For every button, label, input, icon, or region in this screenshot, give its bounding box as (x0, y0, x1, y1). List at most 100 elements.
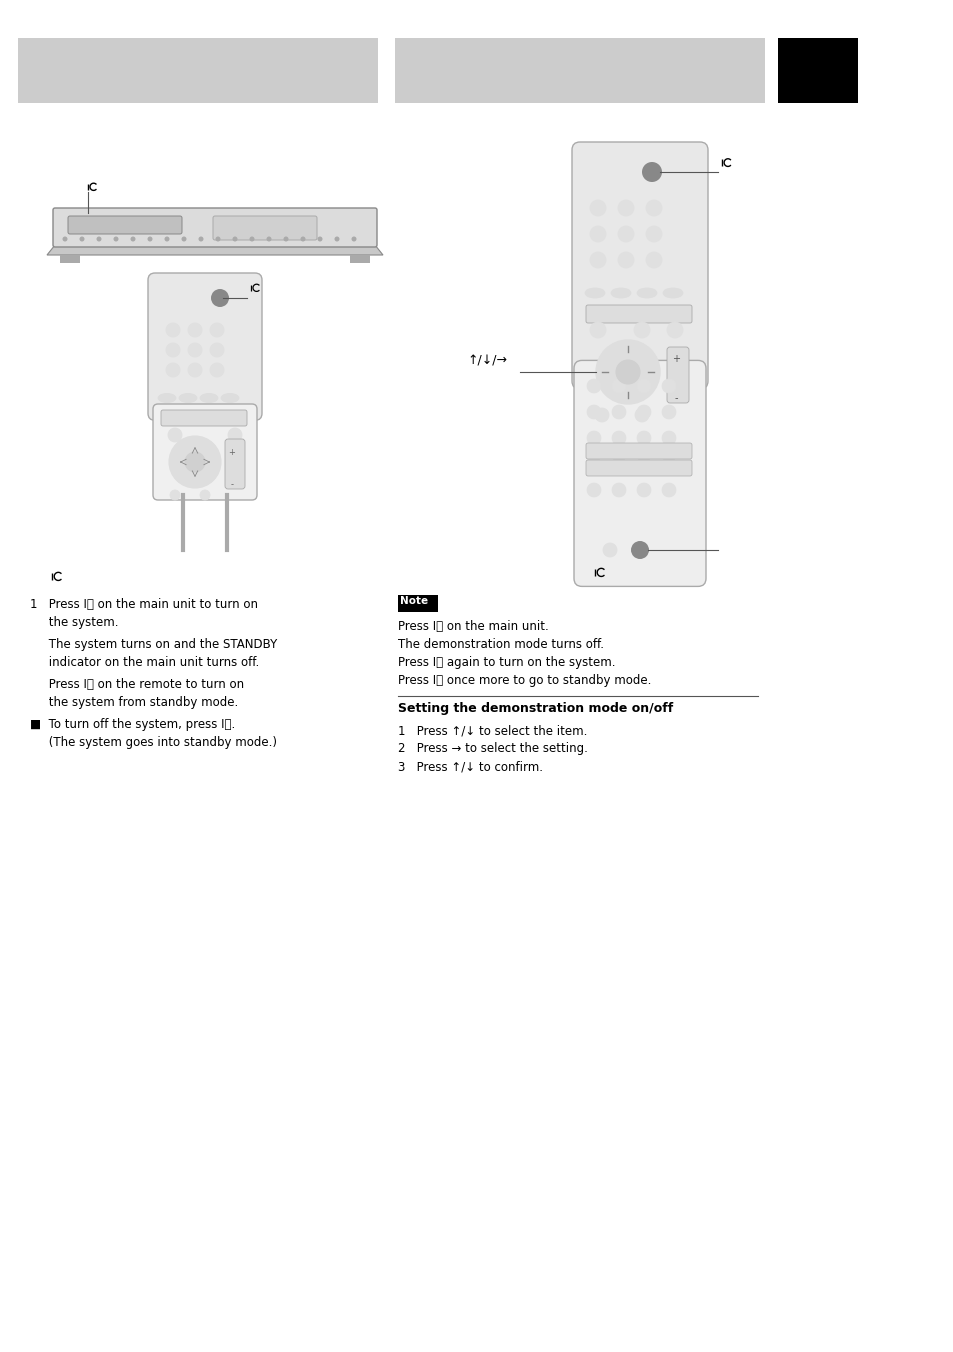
Text: Setting the demonstration mode on/off: Setting the demonstration mode on/off (397, 702, 673, 715)
Bar (397, 595, 437, 612)
Circle shape (164, 237, 170, 242)
Circle shape (200, 489, 210, 500)
Circle shape (612, 431, 625, 445)
Circle shape (645, 226, 661, 242)
Ellipse shape (637, 288, 657, 297)
Circle shape (166, 323, 180, 337)
Circle shape (589, 251, 605, 268)
Circle shape (586, 406, 600, 419)
Text: 1   Press ↑/↓ to select the item.: 1 Press ↑/↓ to select the item. (397, 725, 587, 737)
Text: Press I⏻ on the remote to turn on: Press I⏻ on the remote to turn on (30, 677, 244, 691)
Circle shape (661, 406, 676, 419)
Circle shape (170, 489, 180, 500)
Text: Press I⏻ again to turn on the system.: Press I⏻ again to turn on the system. (397, 656, 615, 669)
Circle shape (79, 237, 85, 242)
Text: +: + (229, 448, 235, 457)
Circle shape (131, 237, 135, 242)
FancyBboxPatch shape (152, 404, 256, 500)
Circle shape (300, 237, 305, 242)
Circle shape (634, 322, 649, 338)
FancyBboxPatch shape (585, 443, 691, 458)
Circle shape (641, 162, 661, 183)
Text: indicator on the main unit turns off.: indicator on the main unit turns off. (30, 656, 259, 669)
Text: 1   Press I⏻ on the main unit to turn on: 1 Press I⏻ on the main unit to turn on (30, 598, 257, 611)
Circle shape (283, 237, 288, 242)
FancyBboxPatch shape (572, 142, 707, 389)
Ellipse shape (200, 393, 218, 403)
Circle shape (661, 431, 676, 445)
Circle shape (661, 483, 676, 498)
Circle shape (586, 379, 600, 393)
Text: Note: Note (399, 596, 428, 606)
Bar (395, 38, 764, 103)
FancyBboxPatch shape (666, 347, 688, 403)
FancyBboxPatch shape (213, 216, 316, 241)
Circle shape (661, 457, 676, 470)
FancyBboxPatch shape (161, 410, 247, 426)
Circle shape (169, 435, 221, 488)
Circle shape (335, 237, 339, 242)
Circle shape (113, 237, 118, 242)
Circle shape (211, 289, 229, 307)
Circle shape (166, 362, 180, 377)
Circle shape (188, 362, 202, 377)
Circle shape (210, 343, 224, 357)
FancyBboxPatch shape (574, 361, 705, 587)
Bar (18, 38, 377, 103)
Circle shape (586, 483, 600, 498)
Circle shape (595, 408, 608, 422)
Circle shape (630, 541, 648, 558)
Circle shape (589, 322, 605, 338)
Text: The system turns on and the STANDBY: The system turns on and the STANDBY (30, 638, 277, 652)
Circle shape (188, 343, 202, 357)
Text: 2   Press → to select the setting.: 2 Press → to select the setting. (397, 742, 587, 754)
Circle shape (198, 237, 203, 242)
Circle shape (250, 237, 254, 242)
Circle shape (645, 251, 661, 268)
FancyBboxPatch shape (585, 460, 691, 476)
Circle shape (589, 200, 605, 216)
Circle shape (166, 343, 180, 357)
Circle shape (637, 379, 650, 393)
Circle shape (645, 200, 661, 216)
Circle shape (589, 226, 605, 242)
Circle shape (618, 226, 634, 242)
Circle shape (233, 237, 237, 242)
Circle shape (618, 251, 634, 268)
Ellipse shape (221, 393, 239, 403)
Ellipse shape (158, 393, 175, 403)
Circle shape (602, 544, 617, 557)
Circle shape (63, 237, 68, 242)
Circle shape (586, 431, 600, 445)
Circle shape (210, 323, 224, 337)
Text: ↑/↓/→: ↑/↓/→ (467, 354, 506, 366)
Circle shape (148, 237, 152, 242)
Text: +: + (671, 354, 679, 364)
Circle shape (612, 483, 625, 498)
Text: ■  To turn off the system, press I⏻.: ■ To turn off the system, press I⏻. (30, 718, 235, 731)
FancyBboxPatch shape (68, 216, 182, 234)
Circle shape (228, 429, 242, 442)
Text: The demonstration mode turns off.: The demonstration mode turns off. (397, 638, 603, 652)
Ellipse shape (662, 288, 682, 297)
Circle shape (181, 237, 186, 242)
FancyBboxPatch shape (585, 306, 691, 323)
Circle shape (96, 237, 101, 242)
FancyBboxPatch shape (53, 208, 376, 247)
Circle shape (210, 362, 224, 377)
Circle shape (185, 452, 205, 472)
Circle shape (637, 406, 650, 419)
Circle shape (616, 360, 639, 384)
FancyBboxPatch shape (225, 439, 245, 489)
Circle shape (612, 379, 625, 393)
Circle shape (188, 323, 202, 337)
Polygon shape (47, 245, 382, 256)
Text: the system.: the system. (30, 617, 118, 629)
FancyBboxPatch shape (148, 273, 262, 420)
Text: (The system goes into standby mode.): (The system goes into standby mode.) (30, 735, 276, 749)
Circle shape (317, 237, 322, 242)
Circle shape (215, 237, 220, 242)
Bar (350, 256, 370, 264)
Circle shape (586, 457, 600, 470)
Text: 3   Press ↑/↓ to confirm.: 3 Press ↑/↓ to confirm. (397, 760, 542, 773)
